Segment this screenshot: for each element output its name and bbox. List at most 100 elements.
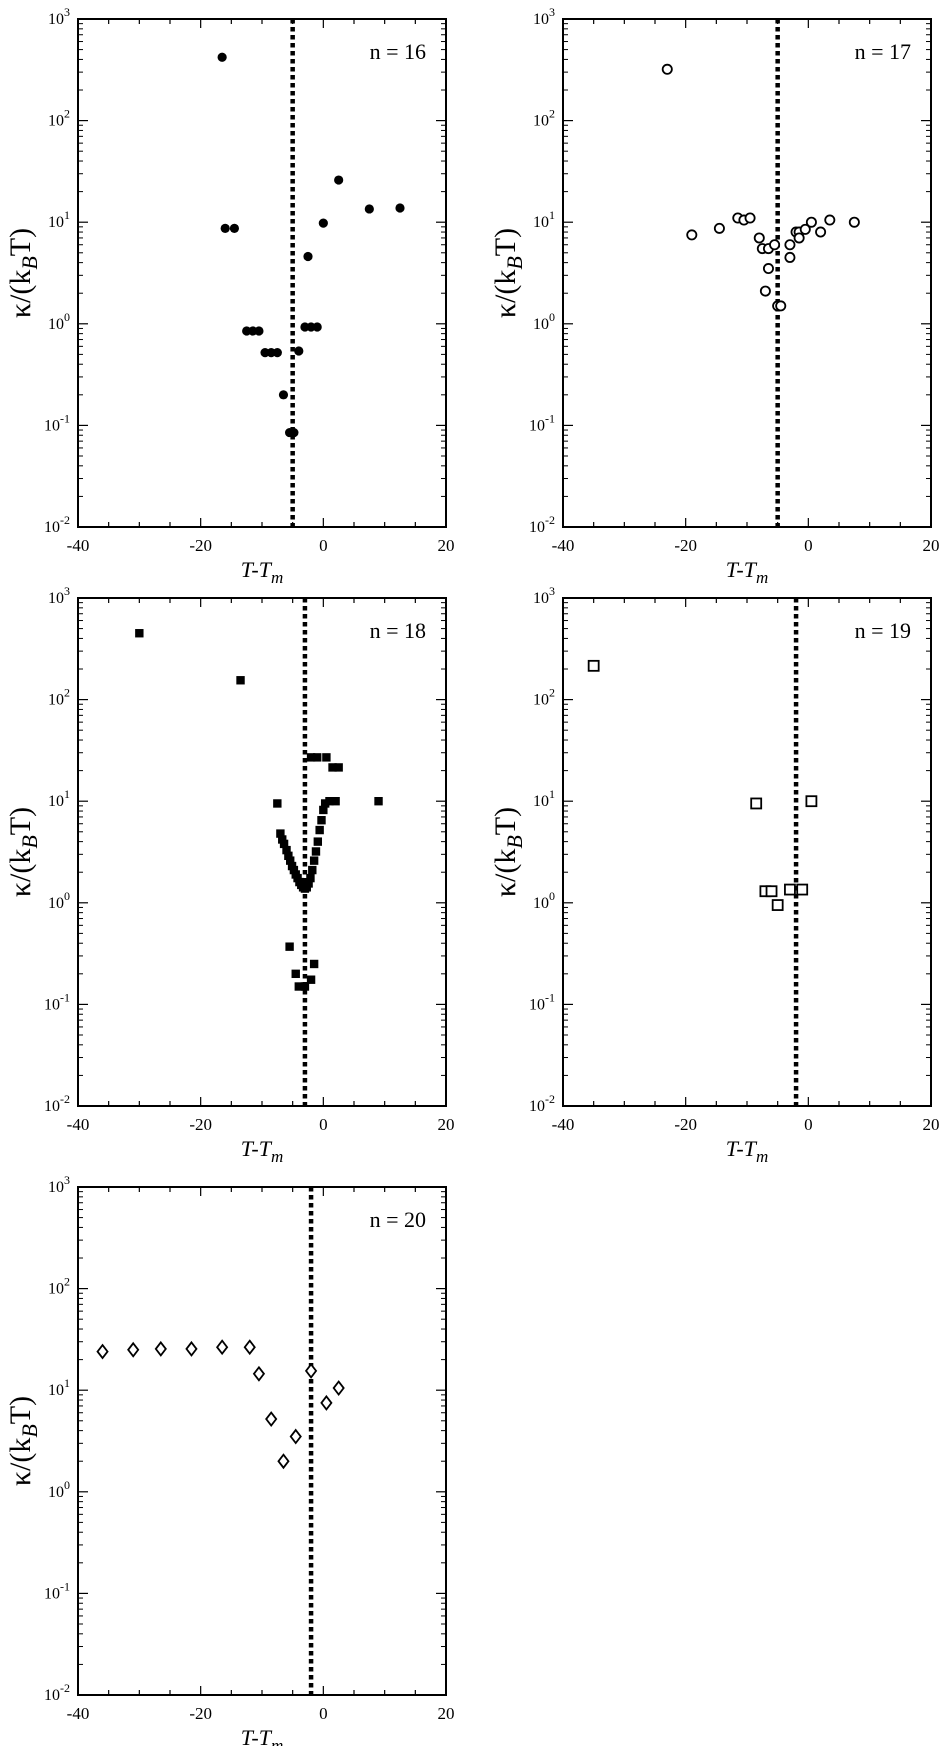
y-tick-base: 10 xyxy=(529,996,545,1013)
y-tick-base: 10 xyxy=(533,692,549,709)
data-point xyxy=(286,856,295,865)
data-point xyxy=(824,214,836,226)
x-axis-label-main: T-T xyxy=(726,1136,758,1161)
y-tick-exponent: 2 xyxy=(64,107,70,121)
data-point xyxy=(243,1339,256,1356)
y-axis-label-end: T) xyxy=(4,807,37,835)
y-tick-label: 10-2 xyxy=(529,513,555,536)
data-point xyxy=(277,1453,290,1470)
data-point xyxy=(796,883,809,896)
y-tick-exponent: -2 xyxy=(545,513,555,527)
x-tick-label: -20 xyxy=(189,1704,212,1723)
data-point xyxy=(272,348,282,358)
y-tick-label: 102 xyxy=(48,107,70,130)
data-point xyxy=(320,1394,333,1411)
panel-annotation: n = 16 xyxy=(370,39,426,64)
x-axis-label: T-Tm xyxy=(241,1136,283,1166)
y-tick-exponent: 1 xyxy=(64,1376,70,1390)
x-tick-label: -20 xyxy=(189,1115,212,1134)
y-tick-base: 10 xyxy=(44,996,60,1013)
y-tick-exponent: -2 xyxy=(60,1681,70,1695)
y-tick-label: 103 xyxy=(533,5,555,28)
x-tick-label: 20 xyxy=(923,536,940,555)
y-tick-base: 10 xyxy=(44,1687,60,1704)
y-tick-exponent: 3 xyxy=(64,584,70,598)
plot-frame xyxy=(77,1186,447,1696)
y-tick-exponent: 3 xyxy=(549,5,555,19)
y-tick-label: 101 xyxy=(533,208,555,231)
x-axis-label-sub: m xyxy=(271,1147,283,1166)
data-point xyxy=(127,1341,140,1358)
plot-frame xyxy=(77,18,447,528)
y-tick-label: 102 xyxy=(533,107,555,130)
x-axis-label: T-Tm xyxy=(726,1136,768,1166)
y-tick-base: 10 xyxy=(48,895,64,912)
y-tick-label: 100 xyxy=(48,1478,70,1501)
data-point xyxy=(364,204,374,214)
x-tick-label: -40 xyxy=(552,536,575,555)
y-tick-exponent: 0 xyxy=(64,310,70,324)
x-tick-label: 0 xyxy=(804,536,813,555)
y-tick-exponent: 3 xyxy=(64,1173,70,1187)
data-point xyxy=(775,300,787,312)
x-tick-label: 0 xyxy=(319,1115,328,1134)
y-tick-base: 10 xyxy=(533,793,549,810)
data-point xyxy=(303,251,313,262)
data-point xyxy=(769,239,781,251)
panel-annotation: n = 19 xyxy=(855,618,911,643)
y-tick-exponent: 1 xyxy=(64,787,70,801)
data-point xyxy=(278,390,289,400)
data-point xyxy=(318,218,328,228)
data-point xyxy=(753,232,765,244)
y-tick-base: 10 xyxy=(44,519,60,536)
y-axis-label-end: T) xyxy=(4,228,37,256)
data-point xyxy=(252,1365,266,1382)
y-tick-label: 10-1 xyxy=(529,411,555,434)
data-point xyxy=(328,763,337,772)
x-axis-label-main: T-T xyxy=(241,557,273,582)
x-tick-label: -40 xyxy=(67,1115,90,1134)
y-axis-label-end: T) xyxy=(489,228,522,256)
y-axis-label-sub: B xyxy=(17,835,42,848)
y-tick-exponent: 0 xyxy=(64,889,70,903)
y-tick-exponent: 0 xyxy=(549,889,555,903)
data-point xyxy=(311,847,321,856)
data-point xyxy=(313,837,323,846)
y-axis-label: κ/(kBT) xyxy=(4,807,42,897)
data-point xyxy=(793,232,805,244)
y-tick-label: 101 xyxy=(48,1376,70,1399)
data-point xyxy=(784,251,796,263)
plot-frame xyxy=(77,597,447,1107)
data-point xyxy=(322,753,331,762)
plot-frame xyxy=(562,597,932,1107)
y-tick-exponent: -1 xyxy=(60,990,70,1004)
y-tick-base: 10 xyxy=(533,214,549,231)
y-tick-base: 10 xyxy=(48,692,64,709)
y-axis-label-end: T) xyxy=(4,1396,37,1424)
data-point xyxy=(154,1340,167,1357)
y-tick-label: 10-1 xyxy=(44,1579,70,1602)
y-tick-exponent: -1 xyxy=(60,411,70,425)
y-tick-base: 10 xyxy=(48,1484,64,1501)
panel-annotation: n = 20 xyxy=(370,1207,426,1232)
data-point xyxy=(294,346,304,356)
data-point xyxy=(331,797,340,806)
data-point xyxy=(744,212,756,224)
data-point xyxy=(276,829,285,838)
x-axis-label: T-Tm xyxy=(241,557,283,587)
data-point xyxy=(236,676,245,685)
y-tick-base: 10 xyxy=(44,417,60,434)
data-point xyxy=(661,63,673,75)
data-point xyxy=(265,1411,278,1428)
data-point xyxy=(278,835,287,844)
y-tick-exponent: -1 xyxy=(60,1579,70,1593)
y-axis-label-main: κ/(k xyxy=(4,1438,37,1486)
data-point xyxy=(784,239,796,251)
data-point xyxy=(285,942,294,951)
y-tick-exponent: 2 xyxy=(64,1275,70,1289)
y-tick-base: 10 xyxy=(533,316,549,333)
x-axis-label: T-Tm xyxy=(726,557,768,587)
